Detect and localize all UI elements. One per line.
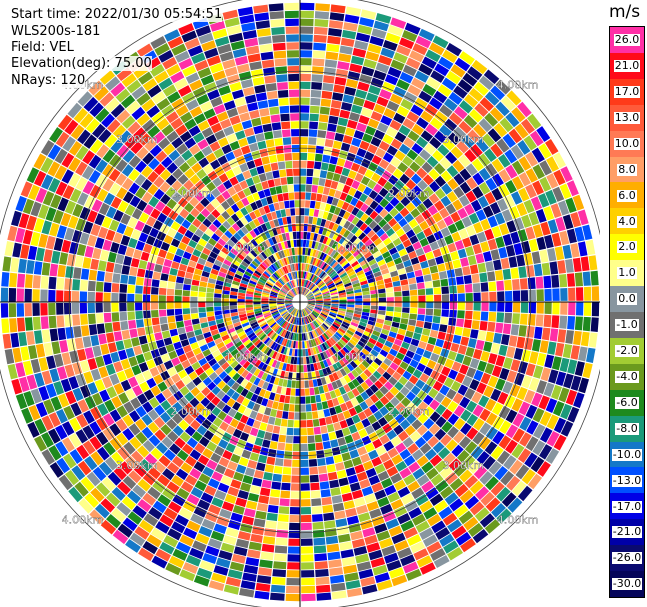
colorbar-tick-label: -26.0 [611,551,643,565]
colorbar-bin: 17.0 [610,78,644,106]
range-ring-label: 2.00km [388,405,430,418]
range-ring-labels: 1.00km 1.00km 1.00km 1.00km 2.00km 2.00km 2.00… [61,78,539,527]
range-ring-label: 2.00km [170,405,212,418]
range-ring-label: 3.00km [116,459,158,472]
colorbar-bin: -2.0 [610,337,644,365]
colorbar-tick-label: -21.0 [611,525,643,539]
colorbar-tick-label: 26.0 [613,33,641,47]
colorbar-bin: -17.0 [610,493,644,520]
colorbar-bin: 10.0 [610,130,644,158]
ppi-scan-plot: 1.00km 1.00km 1.00km 1.00km 2.00km 2.00km 2.00… [0,0,600,607]
colorbar-bin: -6.0 [610,389,644,417]
colorbar-tick-label: -13.0 [611,473,643,487]
range-ring-label: 4.00km [62,514,104,527]
range-ring-label: 1.00km [334,242,376,255]
colorbar-tick-label: 0.0 [617,292,637,306]
colorbar-bin: 26.0 [610,27,644,54]
colorbar-unit: m/s [609,2,641,22]
colorbar-bin: 2.0 [610,234,644,261]
colorbar-tick-label: 10.0 [613,136,641,150]
range-ring-label: 3.00km [116,133,158,146]
colorbar-tick-label: -8.0 [615,421,639,435]
colorbar-bin: 0.0 [610,286,644,313]
colorbar-bin: 6.0 [610,182,644,209]
colorbar-bin: 1.0 [610,260,644,287]
colorbar-tick-label: -4.0 [615,370,639,384]
colorbar-tick-label: -1.0 [615,318,639,332]
colorbar-tick-label: 21.0 [613,59,641,73]
colorbar-bin: 21.0 [610,52,644,80]
colorbar-bin: 13.0 [610,104,644,132]
colorbar-tick-label: -30.0 [611,577,643,591]
colorbar-tick-label: -17.0 [611,499,643,513]
range-ring-label: 2.00km [170,187,212,200]
colorbar-bin: 8.0 [610,156,644,183]
colorbar-bin: -21.0 [610,519,644,546]
colorbar-bin: -26.0 [610,545,644,572]
range-ring-label: 3.00km [442,459,484,472]
colorbar-tick-label: -6.0 [615,395,639,409]
colorbar-tick-label: 13.0 [613,110,641,124]
colorbar-tick-label: -10.0 [611,447,643,461]
colorbar-tick-label: 6.0 [617,188,637,202]
colorbar-tick-label: 2.0 [617,240,637,254]
range-ring-label: 1.00km [334,350,376,363]
field-label: Field: VEL [11,40,74,55]
range-ring-label: 4.00km [497,78,539,91]
colorbar-tick-label: 4.0 [617,214,637,228]
colorbar-bin: -1.0 [610,312,644,339]
colorbar-bin: -4.0 [610,363,644,391]
colorbar-tick-label: -2.0 [615,344,639,358]
elevation-label: Elevation(deg): 75.00 [11,56,152,71]
colorbar-bin: 4.0 [610,208,644,235]
range-ring-label: 4.00km [497,514,539,527]
start-time-label: Start time: 2022/01/30 05:54:51 [11,7,223,22]
colorbar-bin: -8.0 [610,415,644,443]
instrument-label: WLS200s-181 [11,24,101,39]
range-ring-label: 1.00km [225,350,267,363]
colorbar-tick-label: 8.0 [617,162,637,176]
colorbar-tick-label: 17.0 [613,85,641,99]
colorbar-bin: -10.0 [610,441,644,468]
range-ring-label: 3.00km [442,133,484,146]
range-ring-label: 2.00km [388,187,430,200]
range-ring-label: 1.00km [225,242,267,255]
colorbar-tick-label: 1.0 [617,266,637,280]
center-axes [0,0,600,607]
colorbar-bin: -13.0 [610,467,644,494]
nrays-label: NRays: 120 [11,73,86,88]
velocity-colorbar: 26.0 21.0 17.0 13.0 10.0 8.0 6.0 4.0 2.0 1.0 0.0 -1… [609,26,645,598]
colorbar-bin: -30.0 [610,571,644,598]
